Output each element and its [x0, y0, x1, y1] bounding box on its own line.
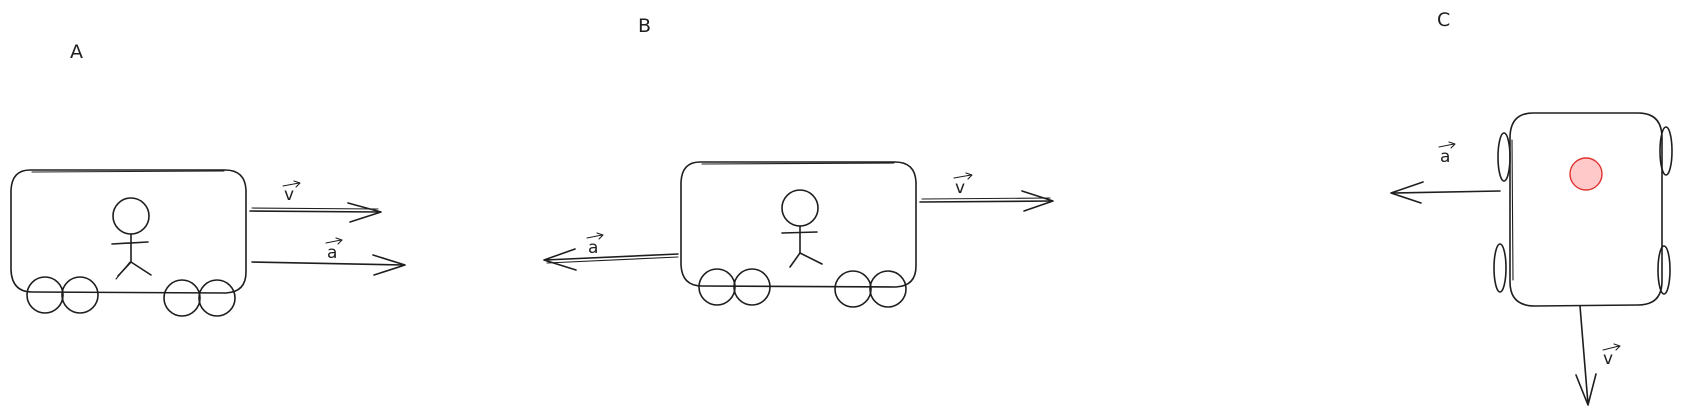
panel-a-a-arrow — [251, 254, 406, 276]
panel-b-v-symbol: v — [955, 178, 965, 198]
panel-c-a-arrow — [1390, 181, 1501, 204]
panel-c-v-arrow — [1575, 305, 1597, 406]
panel-a-wheels — [26, 276, 236, 317]
panel-a-label: A — [70, 41, 83, 63]
panel-b-a-label: a — [586, 232, 604, 258]
panel-a-a-symbol: a — [327, 243, 337, 263]
panel-c-v-symbol: v — [1603, 349, 1613, 369]
panel-b-v-arrow — [919, 190, 1054, 212]
panel-b-a-arrow — [543, 248, 679, 271]
panel-c-label: C — [1437, 9, 1450, 31]
panel-b-label: B — [638, 15, 651, 37]
panel-b-cart — [680, 161, 917, 288]
panel-b: B v — [543, 15, 1054, 308]
panel-a-v-arrow — [249, 202, 382, 223]
panel-b-v-label: v — [953, 172, 973, 198]
panel-a-a-label: a — [325, 237, 343, 263]
panel-b-wheels — [698, 268, 907, 308]
panel-c-v-label: v — [1602, 343, 1621, 369]
panel-a-cart — [10, 169, 247, 294]
panel-a-stick-person — [111, 197, 152, 280]
panel-c-a-symbol: a — [1440, 147, 1450, 167]
panel-a-v-label: v — [282, 180, 301, 205]
panel-c: C a v — [1390, 9, 1673, 406]
panel-c-car-body — [1509, 112, 1663, 307]
panel-b-stick-person — [781, 189, 823, 268]
panel-a: A v — [10, 41, 406, 317]
panel-b-a-symbol: a — [588, 238, 598, 258]
panel-c-passenger-dot — [1569, 157, 1603, 191]
panel-a-v-symbol: v — [284, 185, 294, 205]
panel-c-wheels — [1493, 126, 1673, 295]
panel-c-a-label: a — [1438, 141, 1456, 167]
